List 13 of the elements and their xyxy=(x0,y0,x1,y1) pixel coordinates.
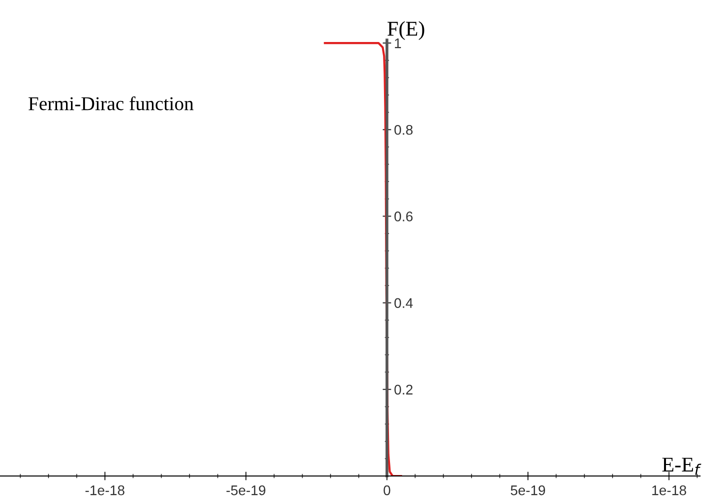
x-tick-label: 1e-18 xyxy=(652,485,686,496)
y-tick-label: 0.2 xyxy=(394,384,412,395)
y-tick-label: 0.8 xyxy=(394,124,413,135)
y-tick-label: 0.4 xyxy=(394,298,413,308)
annotation: Fermi-Dirac function xyxy=(28,96,194,110)
x-tick-label: -5e-19 xyxy=(226,485,266,496)
x-tick-label: -1e-18 xyxy=(85,485,124,496)
y-axis-title: F(E) xyxy=(388,21,424,40)
x-tick-label: 5e-19 xyxy=(510,485,546,496)
y-tick-label: 1 xyxy=(394,38,401,48)
x-axis-title: E-E$_{f}$ xyxy=(662,458,702,475)
x-tick-label: 0 xyxy=(384,485,390,496)
y-tick-label: 0.6 xyxy=(394,212,413,222)
